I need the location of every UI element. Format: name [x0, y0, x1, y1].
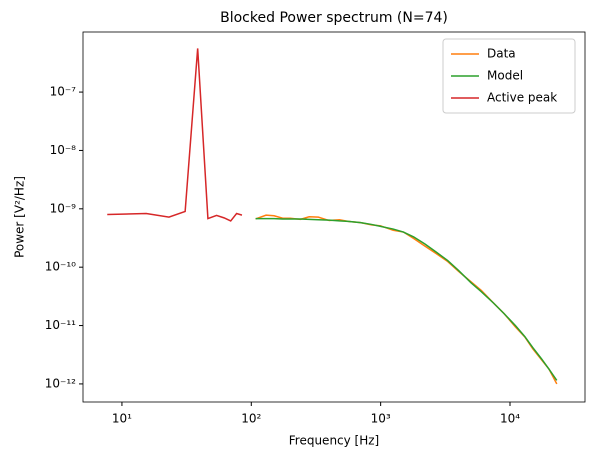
x-axis-label: Frequency [Hz] [289, 434, 380, 448]
y-tick-label: 10⁻⁷ [50, 85, 77, 99]
y-tick-label: 10⁻¹² [45, 376, 76, 390]
legend-label: Active peak [487, 91, 557, 105]
legend-box [442, 38, 576, 114]
y-tick-label: 10⁻⁹ [50, 201, 77, 215]
y-tick-label: 10⁻⁸ [50, 143, 77, 157]
legend-label: Model [487, 69, 523, 83]
plot-frame [82, 31, 586, 403]
legend-label: Data [487, 47, 516, 61]
y-tick-label: 10⁻¹⁰ [45, 260, 76, 274]
x-tick-label: 10² [241, 412, 261, 426]
series-line [255, 217, 558, 381]
chart-title: Blocked Power spectrum (N=74) [220, 10, 448, 26]
legend: Data Model Active peak [442, 38, 576, 114]
series-line [255, 214, 558, 385]
y-axis-label: Power [V²/Hz] [13, 176, 27, 258]
y-tick-label: 10⁻¹¹ [45, 318, 76, 332]
x-tick-label: 10¹ [112, 412, 132, 426]
x-tick-label: 10⁴ [500, 412, 520, 426]
x-tick-label: 10³ [371, 412, 391, 426]
series-line [107, 48, 243, 222]
